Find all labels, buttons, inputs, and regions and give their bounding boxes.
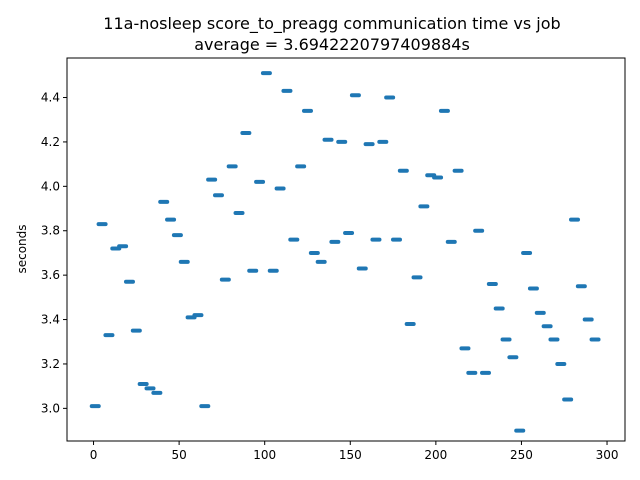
x-tick-label-0: 0 (90, 448, 98, 462)
y-axis: 3.0 3.2 3.4 3.6 3.8 4.0 4.2 4.4 (41, 91, 67, 415)
y-tick-label-1: 3.2 (41, 357, 60, 371)
y-tick-label-6: 4.2 (41, 135, 60, 149)
chart-title: 11a-nosleep score_to_preagg communicatio… (103, 14, 560, 34)
y-tick-label-3: 3.6 (41, 268, 60, 282)
y-tick-label-2: 3.4 (41, 313, 60, 327)
x-tick-label-4: 200 (424, 448, 447, 462)
x-tick-label-3: 150 (339, 448, 362, 462)
plot-area (66, 57, 626, 442)
x-tick-label-1: 50 (171, 448, 186, 462)
x-tick-label-6: 300 (596, 448, 619, 462)
y-tick-label-4: 3.8 (41, 224, 60, 238)
data-points (89, 71, 601, 433)
x-axis: 0 50 100 150 200 250 300 (90, 441, 619, 462)
chart-subtitle: average = 3.6942220797409884s (194, 35, 470, 54)
y-tick-label-0: 3.0 (41, 401, 60, 415)
x-tick-label-5: 250 (510, 448, 533, 462)
y-tick-label-7: 4.4 (41, 91, 60, 105)
y-tick-label-5: 4.0 (41, 179, 60, 193)
x-tick-label-2: 100 (253, 448, 276, 462)
y-axis-label: seconds (15, 224, 29, 273)
